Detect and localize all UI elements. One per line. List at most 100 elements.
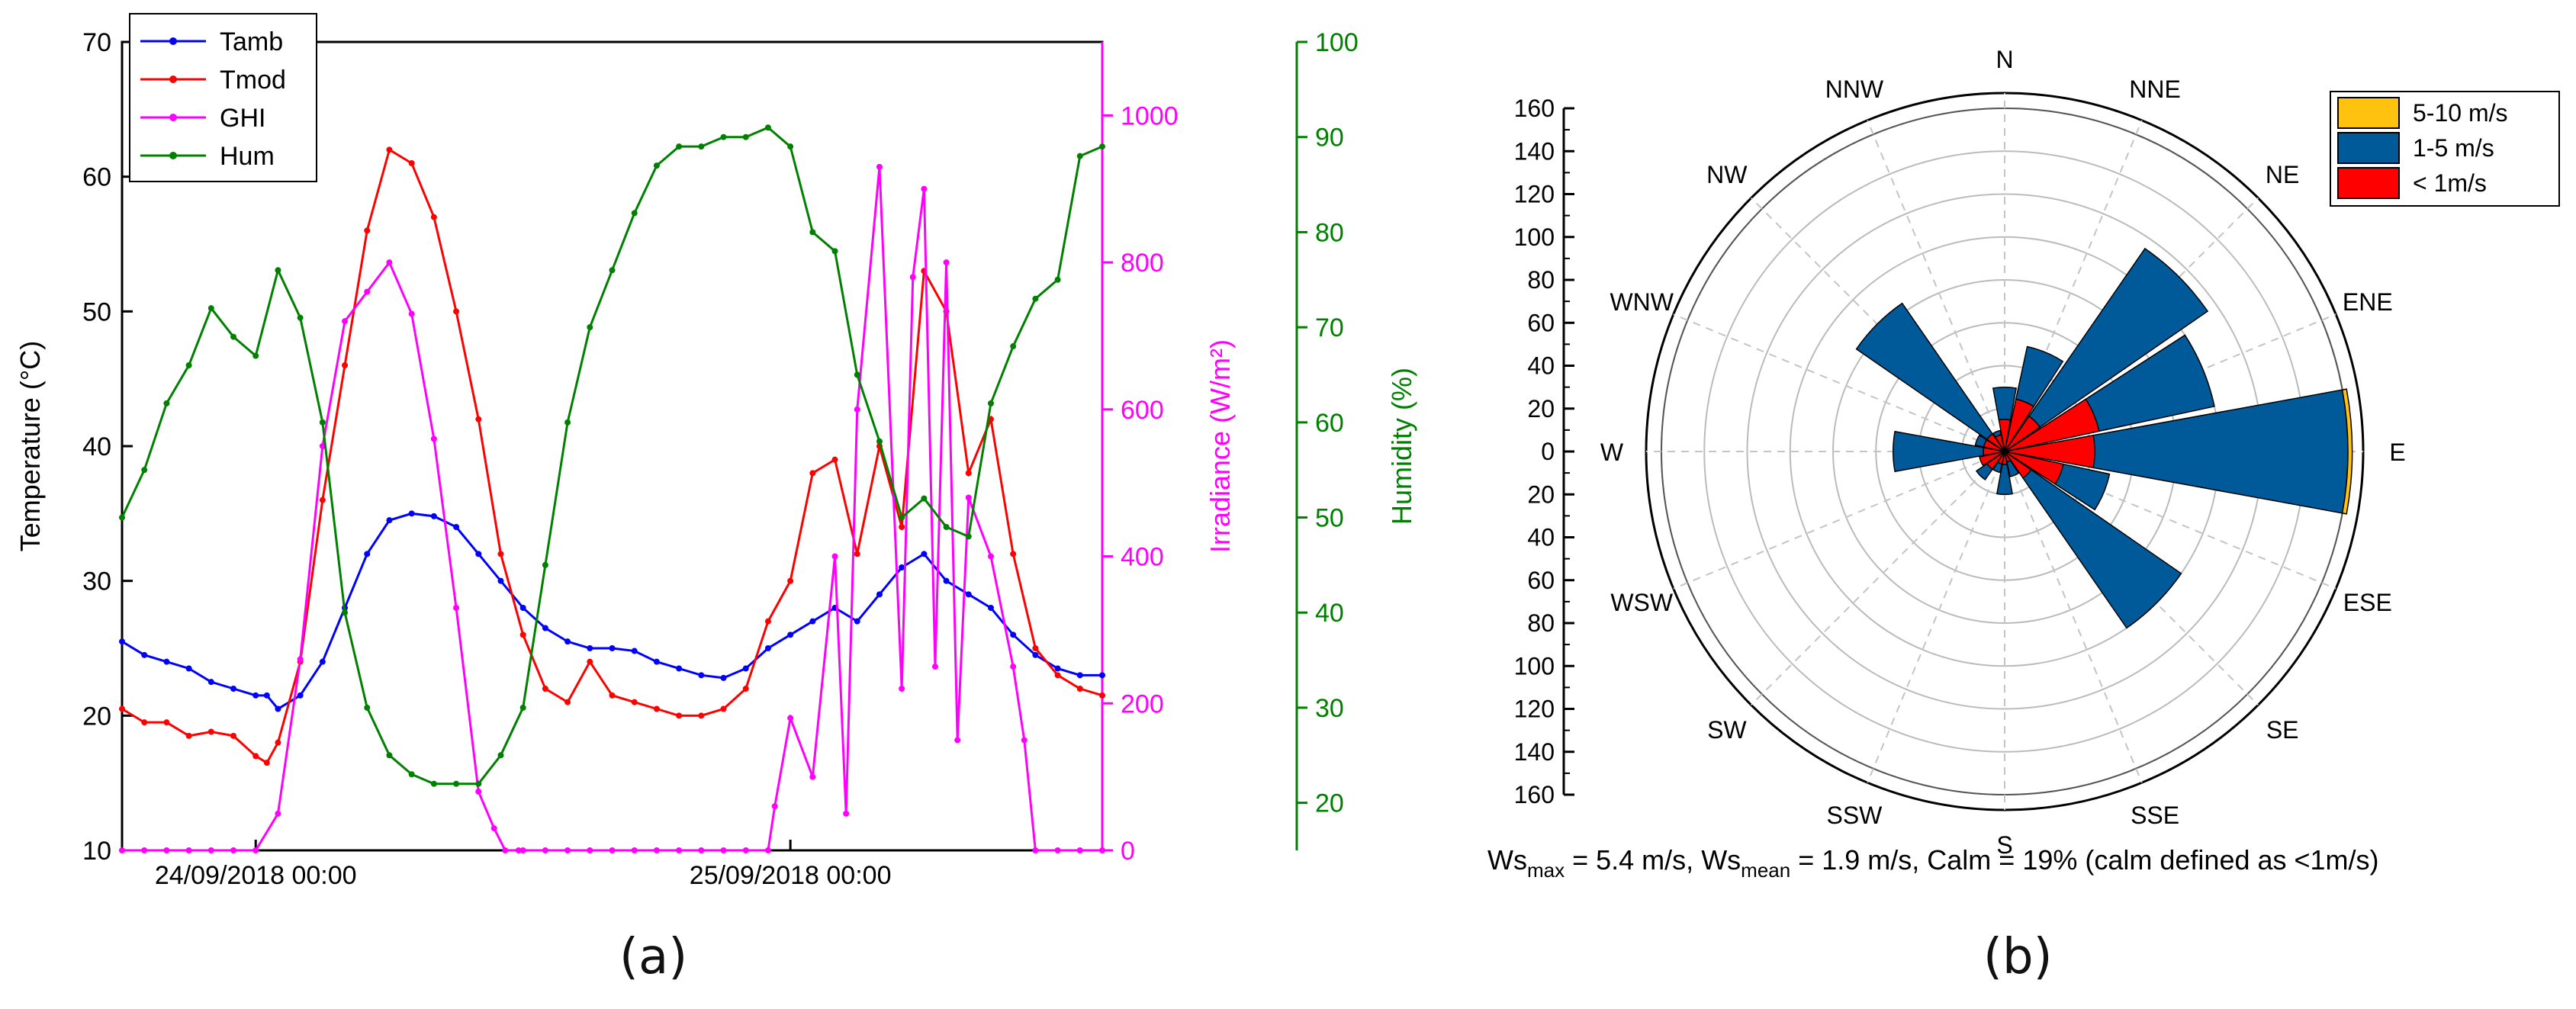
data-point-ghi: [453, 605, 460, 611]
data-point-hum: [252, 352, 259, 359]
radial-scale-label: 160: [1514, 781, 1555, 808]
data-point-ghi: [408, 310, 415, 317]
tick-label-temperature: 10: [82, 837, 111, 866]
direction-label-s: S: [1996, 831, 2012, 859]
data-point-hum: [564, 419, 571, 426]
legend-label-1ms: < 1m/s: [2413, 169, 2487, 197]
data-point-tmod: [720, 705, 727, 712]
data-point-ghi: [1076, 847, 1083, 853]
data-point-hum: [453, 780, 460, 787]
radial-scale-label: 20: [1527, 395, 1555, 423]
caption-text: Ws: [1487, 844, 1527, 876]
radial-scale-label: 140: [1514, 738, 1555, 766]
data-point-hum: [698, 143, 705, 150]
data-point-ghi: [275, 810, 281, 817]
data-point-tamb: [275, 705, 281, 712]
direction-label-n: N: [1996, 46, 2013, 73]
tick-label-irradiance: 0: [1121, 837, 1135, 866]
data-point-tamb: [1054, 665, 1061, 672]
legend-swatch-1ms: [2337, 167, 2400, 199]
tick-label-humidity: 100: [1315, 28, 1359, 57]
data-point-tmod: [263, 760, 270, 766]
data-point-ghi: [542, 847, 548, 853]
legend-label-15ms: 1-5 m/s: [2413, 134, 2494, 162]
radial-scale-label: 40: [1527, 352, 1555, 380]
data-point-tmod: [386, 146, 393, 153]
data-point-hum: [297, 314, 304, 321]
wedge-nne-15ms: [2015, 345, 2064, 407]
radial-scale-label: 40: [1527, 524, 1555, 551]
wedge-wsw-1ms: [1979, 451, 2005, 467]
data-point-ghi: [475, 788, 482, 795]
data-point-tamb: [542, 625, 548, 631]
radial-scale-label: 80: [1527, 266, 1555, 294]
data-point-hum: [921, 495, 928, 502]
wedge-nw-15ms: [1855, 302, 1994, 441]
caption-text: = 1.9 m/s, Calm = 19% (calm defined as <…: [1790, 844, 2378, 876]
wedge-sse-15ms: [2006, 459, 2020, 477]
data-point-tamb: [720, 674, 727, 681]
data-point-ghi: [207, 847, 214, 853]
data-point-hum: [230, 333, 237, 340]
data-point-tmod: [252, 753, 259, 760]
data-point-ghi: [631, 847, 638, 853]
data-point-hum: [207, 305, 214, 312]
direction-spoke: [2004, 451, 2143, 783]
data-point-hum: [519, 704, 526, 711]
tick-label-humidity: 70: [1315, 313, 1344, 342]
data-point-tmod: [653, 705, 660, 712]
data-point-tmod: [141, 719, 148, 726]
data-point-hum: [163, 400, 170, 406]
data-point-tamb: [899, 564, 905, 570]
data-point-hum: [676, 143, 683, 150]
data-point-ghi: [163, 847, 170, 853]
tick-label-x: 25/09/2018 00:00: [690, 861, 892, 890]
wedge-sw-15ms: [1975, 462, 1994, 481]
data-point-ghi: [490, 825, 497, 832]
data-point-tamb: [319, 658, 326, 665]
data-point-tmod: [119, 705, 125, 712]
direction-spoke: [1673, 451, 2005, 590]
data-point-tmod: [676, 712, 683, 719]
data-point-hum: [119, 514, 125, 521]
data-point-ghi: [809, 773, 816, 780]
data-point-ghi: [943, 259, 950, 266]
data-point-tamb: [876, 591, 883, 598]
data-point-hum: [965, 533, 972, 540]
panel-label-a: (a): [619, 929, 688, 985]
data-point-hum: [342, 609, 349, 616]
axis-title-irradiance: Irradiance (W/m²): [1204, 339, 1236, 553]
data-point-tmod: [207, 728, 214, 735]
data-point-tamb: [854, 618, 860, 625]
tick-label-temperature: 70: [82, 28, 111, 57]
data-point-hum: [609, 267, 616, 274]
data-point-ghi: [720, 847, 727, 853]
data-point-ghi: [119, 847, 125, 853]
data-point-hum: [408, 771, 415, 778]
data-point-tamb: [252, 692, 259, 699]
tick-label-humidity: 20: [1315, 789, 1344, 818]
direction-label-wsw: WSW: [1610, 589, 1674, 616]
data-point-tmod: [831, 456, 838, 463]
wedge-ene-15ms: [2085, 334, 2215, 432]
wedge-nnw-15ms: [1992, 429, 2002, 439]
data-point-hum: [854, 371, 860, 378]
wedge-s-15ms: [1996, 463, 2013, 496]
data-point-tmod: [185, 732, 192, 739]
data-point-tmod: [698, 712, 705, 719]
wind-statistics-caption: Wsmax = 5.4 m/s, Wsmean = 1.9 m/s, Calm …: [1487, 844, 2379, 882]
wedge-w-15ms: [1893, 430, 1985, 473]
direction-label-sse: SSE: [2131, 802, 2179, 829]
data-point-hum: [787, 143, 794, 150]
legend-label-tamb: Tamb: [220, 27, 283, 56]
legend-label-tmod: Tmod: [220, 66, 286, 95]
data-point-ghi: [909, 274, 916, 281]
data-point-ghi: [141, 847, 148, 853]
data-point-ghi: [771, 803, 778, 810]
data-point-tamb: [263, 692, 270, 699]
data-point-tamb: [185, 665, 192, 672]
wedge-e-510ms: [2341, 388, 2353, 515]
data-point-tamb: [1010, 631, 1017, 638]
data-point-tmod: [453, 308, 460, 315]
data-point-tamb: [965, 591, 972, 598]
